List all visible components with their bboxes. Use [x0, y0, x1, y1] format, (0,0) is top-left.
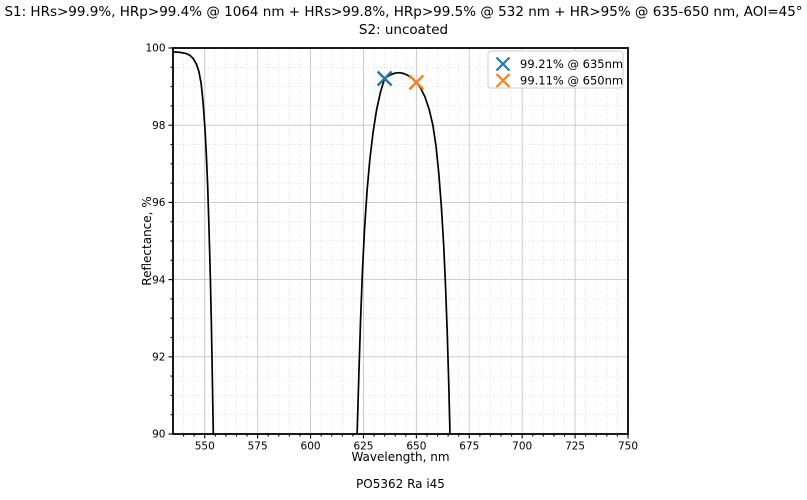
y-tick-label: 98 — [152, 120, 165, 132]
x-tick-label: 700 — [512, 441, 532, 453]
x-tick-label: 625 — [353, 441, 373, 453]
y-axis-label: Reflectance, % — [140, 196, 154, 286]
x-axis-label: Wavelength, nm — [351, 450, 450, 464]
x-tick-label: 725 — [565, 441, 585, 453]
legend: 99.21% @ 635nm 99.11% @ 650nm — [487, 50, 624, 89]
y-tick-label: 92 — [152, 352, 165, 364]
marker-650nm — [408, 74, 425, 91]
x-tick-label: 600 — [301, 441, 321, 453]
legend-entry-label: 99.11% @ 650nm — [520, 74, 623, 88]
legend-entry-label: 99.21% @ 635nm — [520, 57, 623, 71]
axis-ticks — [168, 47, 629, 439]
x-tick-label: 750 — [618, 441, 638, 453]
marker-635nm — [376, 70, 393, 87]
legend-marker-icon — [495, 56, 511, 72]
chart-title-line1: S1: HRs>99.9%, HRp>99.4% @ 1064 nm + HRs… — [4, 4, 803, 20]
reflectance-curve — [173, 51, 451, 434]
y-tick-label: 94 — [152, 274, 166, 286]
y-tick-label: 100 — [145, 43, 165, 55]
legend-box — [487, 50, 624, 89]
y-tick-label: 90 — [152, 429, 165, 441]
x-tick-label: 650 — [406, 441, 426, 453]
chart-title-line2: S2: uncoated — [358, 22, 449, 38]
x-tick-label: 675 — [459, 441, 479, 453]
x-tick-label: 550 — [195, 441, 215, 453]
tick-labels: 550 575 600 625 650 675 700 725 750 90 92 94 96 98 100 — [145, 43, 638, 453]
y-tick-label: 96 — [152, 197, 166, 209]
chart-title: S1: HRs>99.9%, HRp>99.4% @ 1064 nm + HRs… — [0, 3, 807, 39]
legend-marker-icon — [495, 73, 511, 88]
grid-minor — [173, 48, 628, 434]
part-number-caption: PO5362 Ra i45 — [356, 477, 445, 491]
x-tick-label: 575 — [248, 441, 268, 453]
